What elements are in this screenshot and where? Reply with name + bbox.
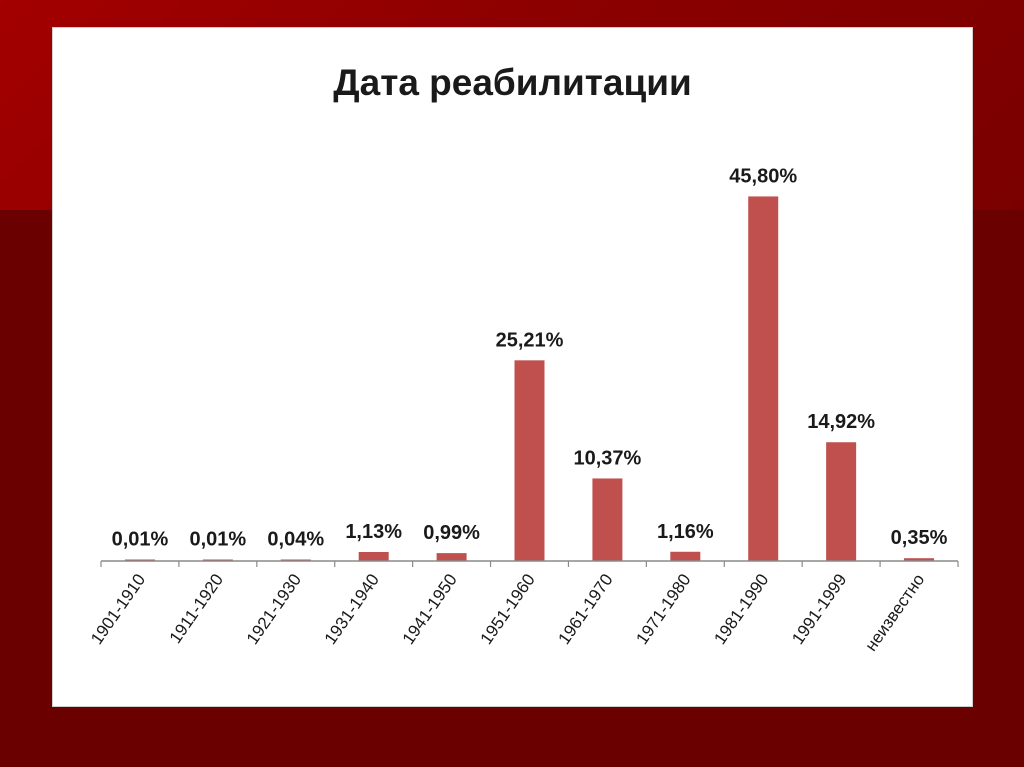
x-tick-label: 1971-1980 [632,570,694,648]
value-labels-group: 0,01% 0,01% 0,04% 1,13% 0,99% 25,21% 10,37% 1,1… [112,165,948,550]
chart-title: Дата реабилитации [333,62,692,103]
data-label: 0,01% [112,529,169,551]
bar-1931-1940 [358,552,389,561]
data-label: 10,37% [573,447,641,469]
x-tick-label: 1901-1910 [87,570,149,648]
data-label: 0,35% [891,527,948,549]
bars-group [124,196,935,561]
x-tick-label: неизвестно [861,570,928,654]
data-label: 14,92% [807,411,875,433]
bar-1961-1970 [592,478,623,561]
x-tick-label: 1911-1920 [166,570,227,646]
data-label: 25,21% [496,329,564,351]
data-label: 0,01% [190,529,247,551]
x-tick-label: 1931-1940 [321,570,383,648]
data-label: 1,13% [345,521,402,543]
data-label: 0,99% [423,522,480,544]
x-tick-label: 1921-1930 [243,570,305,648]
bar-неизвестно [904,558,935,561]
bar-1991-1999 [826,442,857,561]
x-tick-label: 1951-1960 [477,570,539,648]
chart-panel: Дата реабилитации 0,01% 0,01% 0,04% 1,13% 0,… [52,27,973,707]
x-tick-label: 1981-1990 [710,570,772,648]
bar-chart: 0,01% 0,01% 0,04% 1,13% 0,99% 25,21% 10,37% 1,1… [87,165,959,655]
bar-1951-1960 [514,360,545,561]
x-tick-label: 1961-1970 [554,570,616,648]
bar-1941-1950 [436,553,467,561]
data-label: 0,04% [267,529,324,551]
x-tick-labels: 1901-1910 1911-1920 1921-1930 1931-1940 1941… [87,570,928,654]
x-tick-marks [100,561,959,567]
x-tick-label: 1991-1999 [788,570,850,648]
bar-1981-1990 [748,196,779,561]
bar-1971-1980 [670,551,701,561]
data-label: 1,16% [657,521,714,543]
x-tick-label: 1941-1950 [399,570,461,648]
data-label: 45,80% [729,165,797,187]
